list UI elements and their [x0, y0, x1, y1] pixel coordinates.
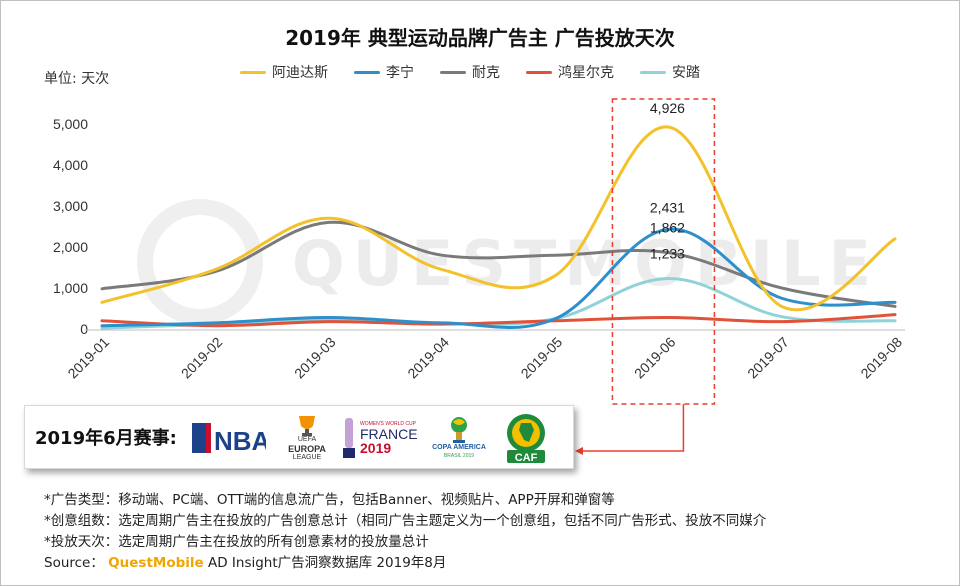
legend-item-nike: 耐克: [440, 62, 500, 82]
note-creative-groups: *创意组数：选定周期广告主在投放的广告创意总计（相同广告主题定义为一个创意组，包…: [44, 513, 767, 529]
highlight-box: [611, 98, 716, 405]
copa-line-2: BRASIL 2019: [443, 453, 475, 459]
data-label-lining: 2,431: [650, 199, 685, 215]
y-tick-label: 1,000: [53, 280, 88, 296]
legend-swatch-nike: [440, 70, 466, 74]
x-tick-label: 2019-08: [857, 334, 905, 382]
source-prefix: Source：: [44, 555, 109, 571]
wwc-line-1: WOMEN'S WORLD CUP: [360, 421, 416, 427]
note-ad-type: *广告类型：移动端、PC端、OTT端的信息流广告，包括Banner、视频贴片、A…: [44, 492, 615, 508]
y-tick-label: 4,000: [53, 157, 88, 173]
caf-logo: CAF: [495, 412, 557, 464]
legend-swatch-lining: [354, 70, 380, 74]
legend-item-anta: 安踏: [640, 62, 700, 82]
unit-label: 单位: 天次: [44, 71, 110, 87]
legend-label-hongxing: 鸿星尔克: [558, 65, 614, 81]
legend-label-lining: 李宁: [386, 65, 414, 81]
legend-label-adidas: 阿迪达斯: [272, 65, 328, 81]
europa-line-1: UEFA: [297, 436, 317, 443]
x-tick-label: 2019-07: [744, 334, 792, 382]
legend-label-anta: 安踏: [672, 65, 700, 81]
nba-logo-icon: NBA: [192, 423, 266, 455]
watermark-icon: [137, 199, 263, 325]
legend-swatch-adidas: [240, 70, 266, 74]
highlight-arrow-icon: [575, 447, 583, 455]
y-tick-label: 3,000: [53, 198, 88, 214]
watermark-text: QUESTMOBILE: [292, 227, 879, 300]
world-cup-trophy-icon: [343, 418, 355, 458]
legend-swatch-hongxing: [526, 70, 552, 74]
notes-block: *广告类型：移动端、PC端、OTT端的信息流广告，包括Banner、视频贴片、A…: [44, 490, 766, 574]
y-tick-label: 0: [80, 321, 88, 337]
x-tick-label: 2019-05: [518, 334, 566, 382]
copa-america-logo: COPA AMERICA BRASIL 2019: [427, 412, 491, 464]
trophy-icon: [299, 416, 315, 436]
europa-line-2: EUROPA: [288, 444, 326, 454]
europa-league-logo: UEFA EUROPA LEAGUE: [275, 412, 339, 464]
europa-line-3: LEAGUE: [292, 454, 322, 461]
x-tick-label: 2019-04: [404, 334, 452, 382]
nba-logo: NBA: [190, 412, 268, 464]
data-label-anta: 1,233: [650, 245, 685, 261]
womens-world-cup-logo: WOMEN'S WORLD CUP FRANCE 2019: [341, 412, 419, 464]
data-label-adidas: 4,926: [650, 100, 685, 116]
x-tick-label: 2019-06: [631, 334, 679, 382]
legend-item-lining: 李宁: [354, 62, 414, 82]
legend-swatch-anta: [640, 70, 666, 74]
note-placement-days: *投放天次：选定周期广告主在投放的所有创意素材的投放量总计: [44, 534, 429, 550]
chart-title: 2019年 典型运动品牌广告主 广告投放天次: [285, 26, 675, 50]
events-panel: 2019年6月赛事: NBA UEFA EUROPA LEAGUE WOMEN'…: [24, 405, 574, 469]
wwc-line-2: FRANCE: [360, 426, 418, 442]
series-line-hongxing: [100, 313, 897, 328]
y-tick-label: 5,000: [53, 116, 88, 132]
copa-line-1: COPA AMERICA: [432, 444, 486, 451]
events-label: 2019年6月赛事:: [35, 428, 177, 449]
legend-label-nike: 耐克: [472, 65, 500, 81]
source-brand: QuestMobile: [108, 555, 204, 571]
chart-legend: 阿迪达斯 李宁 耐克 鸿星尔克 安踏: [240, 62, 726, 82]
data-label-nike: 1,862: [650, 220, 685, 236]
x-tick-label: 2019-01: [64, 334, 112, 382]
source-rest: AD Insight广告洞察数据库 2019年8月: [203, 555, 447, 571]
y-tick-label: 2,000: [53, 239, 88, 255]
nba-logo-text: NBA: [214, 426, 266, 455]
wwc-line-3: 2019: [360, 440, 392, 456]
legend-item-adidas: 阿迪达斯: [240, 62, 328, 82]
highlight-connector: [581, 404, 685, 452]
x-tick-label: 2019-03: [291, 334, 339, 382]
caf-logo-text: CAF: [515, 452, 538, 464]
source-line: Source： QuestMobile AD Insight广告洞察数据库 20…: [44, 553, 766, 574]
series-line-nike: [100, 220, 897, 308]
legend-item-hongxing: 鸿星尔克: [526, 62, 614, 82]
series-line-adidas: [100, 125, 897, 312]
caf-logo-icon: CAF: [507, 414, 545, 464]
copa-trophy-icon: [451, 417, 467, 443]
x-tick-label: 2019-02: [178, 334, 226, 382]
